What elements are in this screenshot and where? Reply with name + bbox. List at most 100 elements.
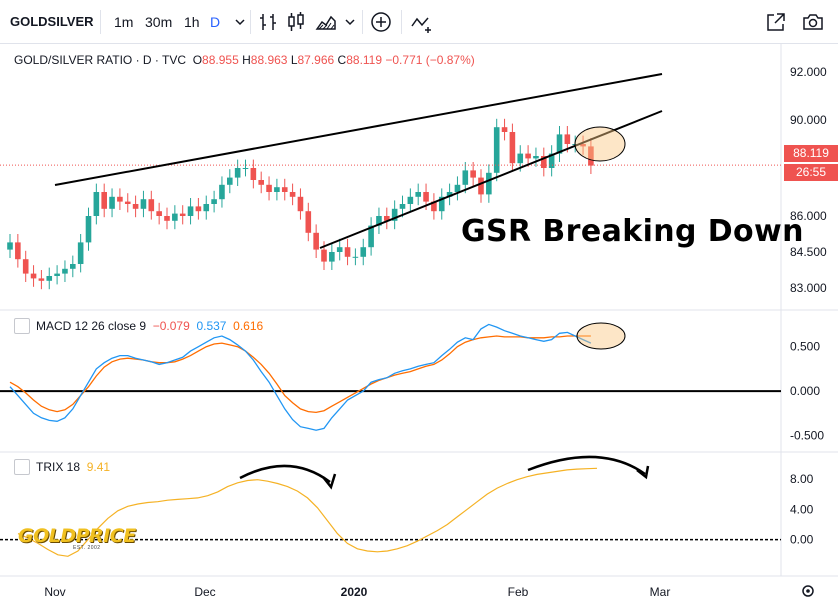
interval-1h[interactable]: 1h [184,14,200,30]
close-value: 88.119 [346,53,383,67]
candle-body [22,259,29,274]
candle-body [486,172,492,195]
candle-body [54,273,60,276]
toolbar-divider [100,10,101,34]
price-tick-label: 84.500 [790,245,827,259]
candle-body [109,196,115,209]
time-tick-label: Dec [194,585,215,599]
candle-body [329,252,335,262]
candle-body [297,196,304,212]
price-tick-label: 86.000 [790,209,827,223]
candle-body [77,242,84,264]
candle-body [258,180,264,185]
candle-body [179,213,186,216]
goldprice-logo: GOLDPRICE EST. 2002 [18,525,150,553]
symbol-search[interactable]: GOLDSILVER [10,14,94,29]
macd-legend: MACD 12 26 close 9 −0.079 0.537 0.616 [14,318,263,335]
candle-body [548,153,555,168]
price-tick-label: 92.000 [790,65,827,79]
fullscreen-icon[interactable] [762,8,790,36]
low-value: 87.966 [297,53,335,67]
candle-body [117,196,123,202]
candle-body [533,156,539,159]
macd-tick-label: 0.000 [790,384,820,398]
candle-body [281,187,288,192]
candle-body [85,216,92,243]
candle-body [101,192,107,209]
candle-body [313,232,319,250]
collapse-button[interactable] [14,459,30,475]
candle-body [305,211,312,233]
macd-line [9,323,592,431]
candle-body [274,187,280,192]
trix-tick-label: 4.00 [790,502,814,516]
logo-est: EST. 2002 [73,545,101,551]
candle-body [46,276,53,281]
area-chart-icon[interactable] [312,8,340,36]
open-value: 88.955 [202,53,239,67]
interval-30m[interactable]: 30m [145,14,173,30]
candle-body [15,242,21,260]
candle-body [7,242,13,250]
candle-body [352,256,359,258]
candle-body [344,247,351,257]
candle-body [70,264,76,269]
arrow-head [322,473,337,490]
collapse-button[interactable] [14,318,30,334]
close-label: C [337,53,347,67]
time-tick-label: Nov [44,585,65,599]
macd-label: MACD 12 26 close 9 [36,319,147,334]
candle-body [132,204,139,209]
candle-body [470,170,476,178]
candle-body [164,216,170,221]
bar-chart-icon[interactable] [254,8,282,36]
toolbar: GOLDSILVER 1m 30m 1h D [0,0,838,44]
candle-body [541,156,547,168]
interval-d[interactable]: D [210,14,221,30]
candle-body [368,225,374,248]
candle-body [336,247,343,252]
curved-arrow [239,464,331,484]
trix-tick-label: 8.00 [790,472,814,486]
highlight-circle [574,126,626,162]
candle-body [360,247,367,257]
trix-line [17,467,598,557]
toolbar-divider [250,10,251,34]
candle-body [140,199,147,209]
trix-value: 9.41 [86,460,111,475]
high-label: H [242,53,251,67]
add-indicator-icon[interactable] [367,8,395,36]
candle-body [525,153,531,159]
candle-body [517,153,524,164]
candle-body [148,199,155,212]
candle-body [266,184,272,192]
candle-body [203,204,210,212]
candle-body [438,196,445,212]
countdown-tag: 26:55 [784,164,838,181]
highlight-circle [576,322,626,350]
time-tick-label: 2020 [341,585,368,599]
compare-icon[interactable] [408,8,436,36]
macd-hist-value: −0.079 [152,319,190,334]
chevron-down-icon[interactable] [226,8,254,36]
candles-icon[interactable] [282,8,310,36]
chart-canvas[interactable]: 92.00090.00086.00084.50083.0000.5000.000… [0,44,838,607]
trix-label: TRIX 18 [36,460,81,475]
trix-tick-label: 0.00 [790,533,814,547]
candle-body [431,201,437,212]
time-tick-label: Feb [508,585,529,599]
symbol-title: GOLD/SILVER RATIO · D · TVC [14,53,187,67]
interval-1m[interactable]: 1m [114,14,134,30]
chevron-down-icon[interactable] [336,8,364,36]
candle-body [376,216,382,226]
camera-icon[interactable] [799,8,827,36]
lower-trendline [319,110,663,249]
candle-body [423,192,429,202]
candle-body [580,144,586,147]
candle-body [227,177,233,185]
macd-value: 0.537 [196,319,227,334]
settings-gear-icon[interactable] [802,585,814,597]
annotation-text: GSR Breaking Down [461,214,804,249]
gear-center [806,589,810,593]
price-legend: GOLD/SILVER RATIO · D · TVC O88.955 H88.… [14,53,475,67]
